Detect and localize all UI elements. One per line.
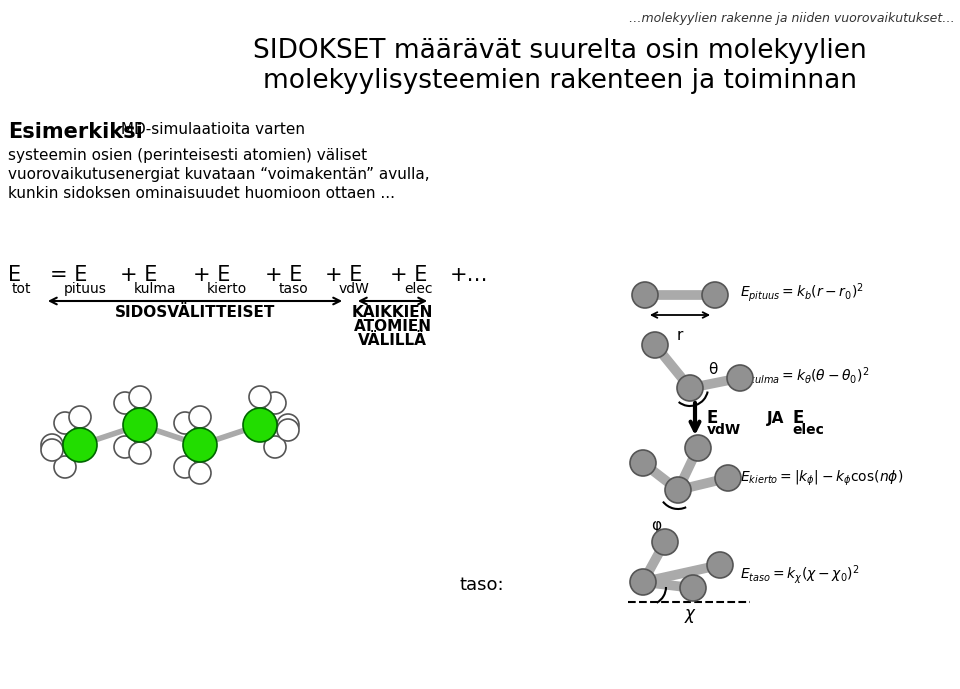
Circle shape xyxy=(129,386,151,408)
Text: E: E xyxy=(792,409,804,427)
Text: pituus: pituus xyxy=(64,282,107,296)
Circle shape xyxy=(685,435,711,461)
Circle shape xyxy=(702,282,728,308)
Circle shape xyxy=(114,436,136,458)
Circle shape xyxy=(243,408,277,442)
Text: θ: θ xyxy=(708,362,717,378)
Circle shape xyxy=(41,434,63,456)
Circle shape xyxy=(630,569,656,595)
Text: SIDOSVÄLITTEISET: SIDOSVÄLITTEISET xyxy=(115,305,276,320)
Text: ATOMIEN: ATOMIEN xyxy=(353,319,431,334)
Circle shape xyxy=(630,450,656,476)
Circle shape xyxy=(665,477,691,503)
Text: vdW: vdW xyxy=(339,282,370,296)
Text: …molekyylien rakenne ja niiden vuorovaikutukset…: …molekyylien rakenne ja niiden vuorovaik… xyxy=(629,12,955,25)
Text: $E_{kierto}= |k_{\phi}| - k_{\phi}\cos(n\phi)$: $E_{kierto}= |k_{\phi}| - k_{\phi}\cos(n… xyxy=(740,469,903,488)
Circle shape xyxy=(189,462,211,484)
Circle shape xyxy=(680,575,706,601)
Text: kunkin sidoksen ominaisuudet huomioon ottaen ...: kunkin sidoksen ominaisuudet huomioon ot… xyxy=(8,186,395,201)
Text: SIDOKSET määrävät suurelta osin molekyylien: SIDOKSET määrävät suurelta osin molekyyl… xyxy=(253,38,867,64)
Circle shape xyxy=(129,442,151,464)
Circle shape xyxy=(54,456,76,478)
Text: χ: χ xyxy=(685,605,695,623)
Text: MD-simulaatioita varten: MD-simulaatioita varten xyxy=(116,122,305,137)
Circle shape xyxy=(264,436,286,458)
Text: E: E xyxy=(8,265,21,285)
Text: kulma: kulma xyxy=(134,282,177,296)
Text: $E_{taso} = k_{\chi}(\chi - \chi_0)^2$: $E_{taso} = k_{\chi}(\chi - \chi_0)^2$ xyxy=(740,564,859,586)
Text: $E_{pituus} = k_b(r - r_0)^2$: $E_{pituus} = k_b(r - r_0)^2$ xyxy=(740,282,864,305)
Circle shape xyxy=(277,419,299,441)
Text: +…: +… xyxy=(450,265,489,285)
Circle shape xyxy=(264,392,286,414)
Text: taso:: taso: xyxy=(460,576,505,594)
Circle shape xyxy=(174,412,196,434)
Circle shape xyxy=(715,465,741,491)
Circle shape xyxy=(677,375,703,401)
Text: taso: taso xyxy=(279,282,309,296)
Text: JA: JA xyxy=(767,411,784,426)
Circle shape xyxy=(632,282,658,308)
Text: molekyylisysteemien rakenteen ja toiminnan: molekyylisysteemien rakenteen ja toiminn… xyxy=(263,68,857,94)
Text: Esimerkiksi: Esimerkiksi xyxy=(8,122,143,142)
Text: E: E xyxy=(707,409,718,427)
Circle shape xyxy=(41,439,63,461)
Circle shape xyxy=(114,392,136,414)
Text: $E_{kulma} = k_{\theta}(\theta - \theta_0)^2$: $E_{kulma} = k_{\theta}(\theta - \theta_… xyxy=(740,364,869,386)
Circle shape xyxy=(189,406,211,428)
Text: VÄLILLÄ: VÄLILLÄ xyxy=(358,333,427,348)
Circle shape xyxy=(63,428,97,462)
Circle shape xyxy=(727,365,753,391)
Text: vuorovaikutusenergiat kuvataan “voimakentän” avulla,: vuorovaikutusenergiat kuvataan “voimaken… xyxy=(8,167,430,182)
Text: + E: + E xyxy=(390,265,427,285)
Text: KAIKKIEN: KAIKKIEN xyxy=(351,305,433,320)
Circle shape xyxy=(642,332,668,358)
Circle shape xyxy=(69,406,91,428)
Text: tot: tot xyxy=(12,282,32,296)
Circle shape xyxy=(277,414,299,436)
Circle shape xyxy=(183,428,217,462)
Text: systeemin osien (perinteisesti atomien) väliset: systeemin osien (perinteisesti atomien) … xyxy=(8,148,367,163)
Text: kierto: kierto xyxy=(207,282,248,296)
Text: + E: + E xyxy=(120,265,157,285)
Text: elec: elec xyxy=(792,423,824,437)
Circle shape xyxy=(123,408,157,442)
Text: + E: + E xyxy=(265,265,302,285)
Text: elec: elec xyxy=(404,282,433,296)
Circle shape xyxy=(249,386,271,408)
Circle shape xyxy=(174,456,196,478)
Circle shape xyxy=(54,412,76,434)
Text: r: r xyxy=(677,328,684,343)
Text: + E: + E xyxy=(325,265,362,285)
Text: vdW: vdW xyxy=(707,423,741,437)
Circle shape xyxy=(707,552,733,578)
Text: + E: + E xyxy=(193,265,230,285)
Text: = E: = E xyxy=(50,265,87,285)
Text: φ: φ xyxy=(651,518,661,533)
Circle shape xyxy=(652,529,678,555)
